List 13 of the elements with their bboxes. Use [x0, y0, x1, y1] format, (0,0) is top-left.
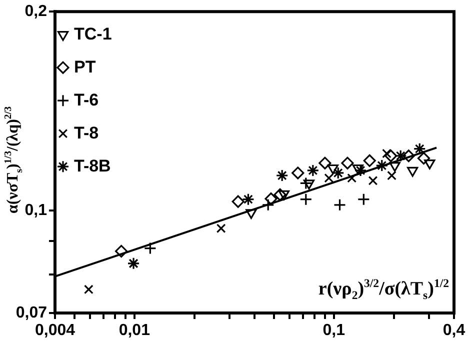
legend-label: PT — [74, 57, 96, 76]
x-tick-label: 0,01 — [118, 322, 150, 340]
y-tick-label: 0,07 — [16, 304, 48, 322]
x-tick-label: 0,4 — [442, 322, 466, 340]
y-tick-label: 0,1 — [24, 202, 48, 220]
x-tick-label: 0,004 — [34, 322, 76, 340]
y-tick-label: 0,2 — [24, 3, 48, 20]
legend-label: T-6 — [74, 90, 99, 110]
x-tick-label: 0,1 — [322, 322, 346, 340]
legend-label: T-8B — [74, 156, 111, 176]
legend-label: TC-1 — [74, 24, 112, 44]
x-axis-title: r(νρ$_{2}$)$^{3/2}$/σ(λT$_{s}$)$^{1/2}$ — [318, 276, 449, 303]
legend-label: T-8 — [74, 123, 99, 142]
